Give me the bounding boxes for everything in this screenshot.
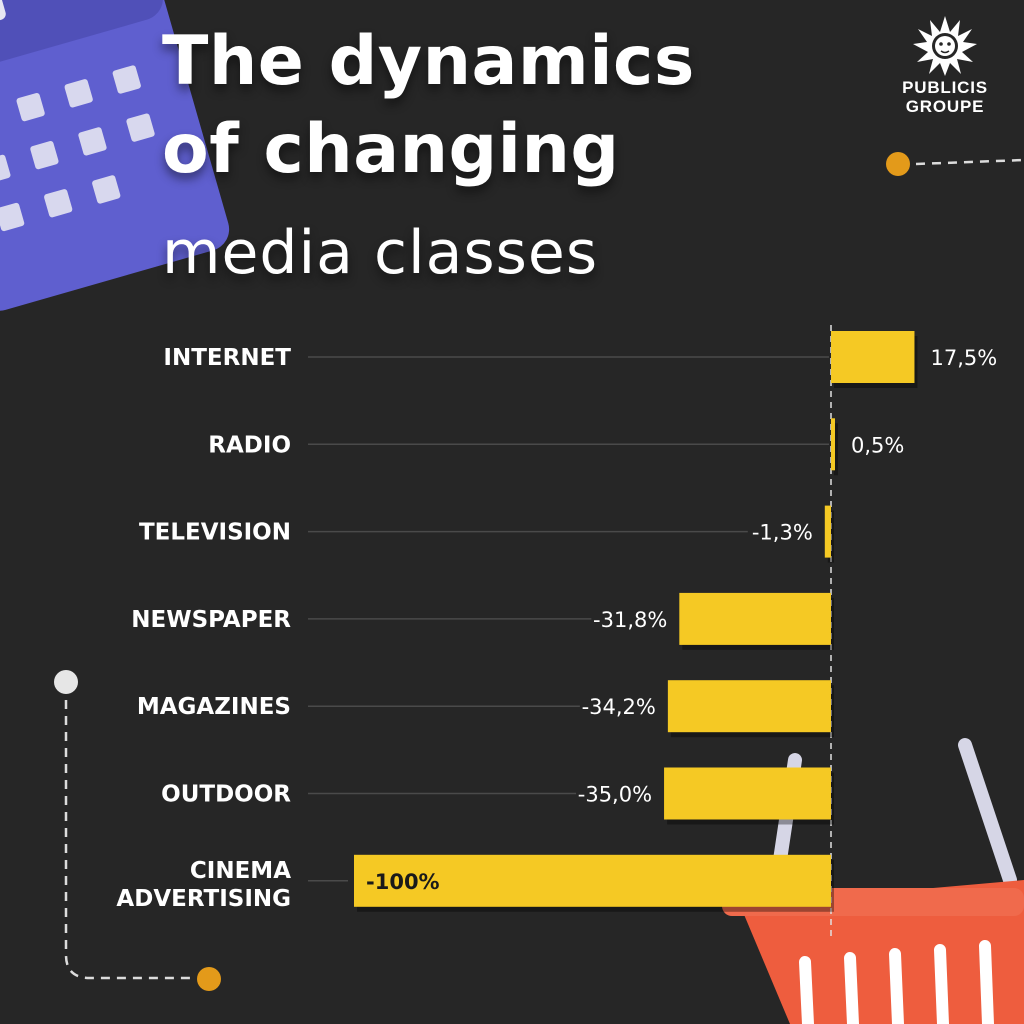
bar-internet (831, 331, 915, 383)
bar-newspaper (679, 592, 831, 645)
category-label: RADIO (208, 432, 291, 458)
page-title-line-1: The dynamics (162, 22, 695, 101)
category-label: CINEMA ADVERTISING (116, 858, 291, 912)
value-label: -1,3% (752, 521, 813, 545)
category-label: MAGAZINES (137, 694, 291, 720)
category-label: NEWSPAPER (131, 607, 291, 633)
bar-shadow (834, 423, 838, 476)
value-label: 17,5% (930, 346, 997, 370)
bar-television (824, 505, 831, 558)
bar-radio (831, 418, 835, 471)
brand-name-line-1: PUBLICIS (902, 78, 988, 97)
brand-name-line-2: GROUPE (905, 97, 985, 116)
value-label: -34,2% (582, 695, 656, 719)
page-title-line-2: of changing (162, 110, 620, 189)
category-label: OUTDOOR (161, 782, 291, 808)
bar-chart: INTERNET 17,5% RADIO 0,5% TELEVISION -1,3% NEW… (116, 325, 997, 940)
category-label: INTERNET (163, 345, 291, 371)
calendar-icon (0, 0, 230, 311)
value-label: -31,8% (593, 608, 667, 632)
bar-magazines (667, 680, 831, 733)
bar-outdoor (664, 767, 831, 820)
value-label: -35,0% (578, 783, 652, 807)
page-subtitle: media classes (162, 218, 599, 288)
dashed-connector-bottom (54, 670, 221, 991)
category-label: TELEVISION (139, 520, 291, 546)
lion-head-logo-icon (913, 16, 977, 76)
value-label: 0,5% (851, 433, 904, 457)
value-label: -100% (366, 870, 440, 894)
bar-cinema-advertising (354, 854, 831, 907)
dashed-connector-top (886, 152, 1024, 176)
